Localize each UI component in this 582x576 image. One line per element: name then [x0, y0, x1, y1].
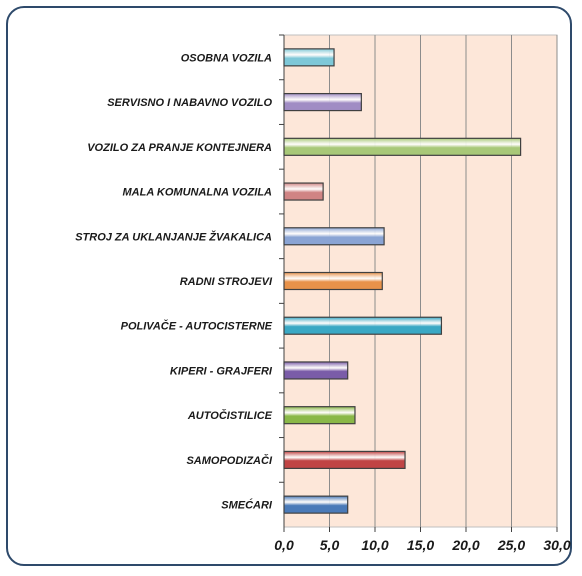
bar: [283, 182, 324, 201]
category-label: AUTOČISTILICE: [187, 409, 273, 422]
x-tick-label: 25,0: [497, 537, 525, 553]
x-tick-label: 5,0: [320, 537, 340, 553]
category-label: POLIVAČE - AUTOCISTERNE: [121, 320, 273, 333]
bar: [283, 495, 349, 514]
bar: [283, 406, 356, 425]
bar: [283, 361, 349, 380]
bar: [283, 227, 385, 246]
bar: [283, 48, 335, 67]
category-label: KIPERI - GRAJFERI: [170, 365, 273, 377]
category-label: VOZILO ZA PRANJE KONTEJNERA: [87, 142, 272, 154]
bar: [283, 92, 362, 112]
bars: [283, 48, 522, 514]
category-label: STROJ ZA UKLANJANJE ŽVAKALICA: [75, 230, 272, 243]
x-tick-label: 30,0: [543, 537, 570, 553]
bar: [283, 271, 383, 291]
category-label: RADNI STROJEVI: [180, 276, 273, 288]
x-tick-label: 10,0: [361, 537, 388, 553]
x-tick-label: 15,0: [407, 537, 434, 553]
category-label: SMEĆARI: [221, 499, 273, 512]
category-label: SERVISNO I NABAVNO VOZILO: [107, 97, 272, 109]
x-tick-labels: 0,0 5,0 10,0 15,0 20,0 25,0 30,0: [274, 537, 571, 553]
bar: [283, 450, 406, 470]
x-tick-label: 0,0: [274, 537, 294, 553]
category-labels: OSOBNA VOZILA SERVISNO I NABAVNO VOZILO VO…: [75, 34, 284, 512]
bar: [283, 137, 522, 156]
category-label: MALA KOMUNALNA VOZILA: [123, 187, 273, 199]
category-label: OSOBNA VOZILA: [181, 52, 272, 64]
x-tick-label: 20,0: [451, 537, 479, 553]
category-label: SAMOPODIZAČI: [186, 454, 273, 467]
bar: [283, 316, 443, 335]
